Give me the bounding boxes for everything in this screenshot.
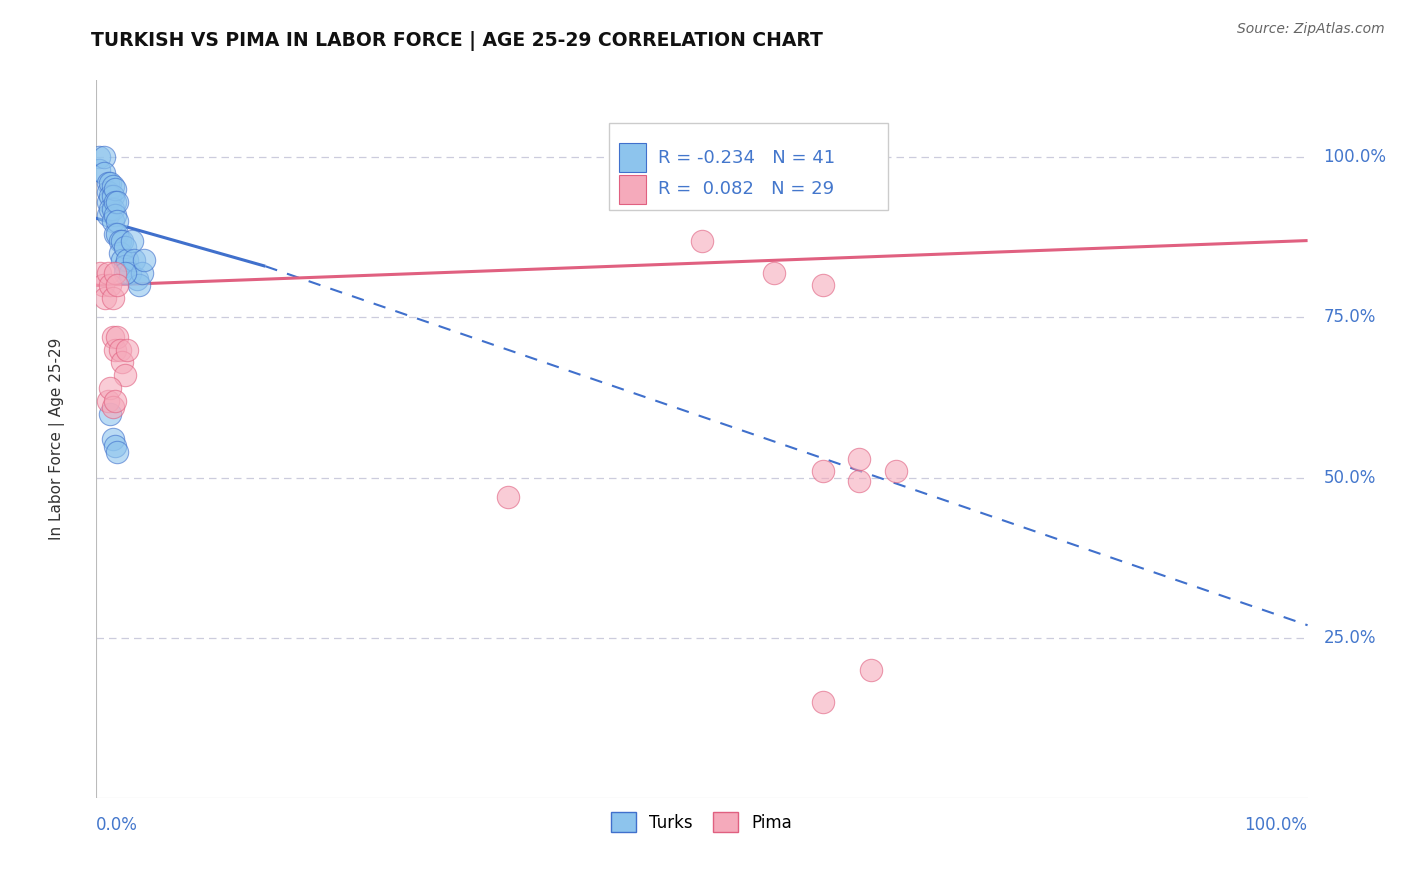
- Point: [848, 451, 870, 466]
- Text: Source: ZipAtlas.com: Source: ZipAtlas.com: [1237, 22, 1385, 37]
- Point: [104, 208, 127, 222]
- Text: 100.0%: 100.0%: [1244, 816, 1308, 834]
- Text: 50.0%: 50.0%: [1323, 469, 1375, 487]
- Point: [98, 202, 121, 216]
- Point: [884, 464, 907, 478]
- Text: 75.0%: 75.0%: [1323, 309, 1375, 326]
- Point: [811, 695, 834, 709]
- Text: In Labor Force | Age 25-29: In Labor Force | Age 25-29: [49, 338, 65, 541]
- Point: [111, 234, 134, 248]
- Point: [108, 246, 131, 260]
- Text: R = -0.234   N = 41: R = -0.234 N = 41: [658, 149, 835, 167]
- Point: [108, 343, 131, 357]
- Point: [811, 464, 834, 478]
- Point: [111, 252, 134, 267]
- Point: [114, 368, 136, 383]
- Point: [848, 474, 870, 488]
- Text: 0.0%: 0.0%: [96, 816, 138, 834]
- Point: [97, 393, 120, 408]
- Point: [496, 490, 519, 504]
- Point: [93, 150, 115, 164]
- Point: [107, 214, 129, 228]
- Point: [94, 291, 117, 305]
- FancyBboxPatch shape: [619, 144, 645, 172]
- Point: [98, 381, 121, 395]
- Point: [101, 188, 124, 202]
- Point: [132, 252, 155, 267]
- Point: [811, 278, 834, 293]
- Point: [93, 166, 115, 180]
- Point: [101, 330, 124, 344]
- Point: [97, 195, 120, 210]
- Text: TURKISH VS PIMA IN LABOR FORCE | AGE 25-29 CORRELATION CHART: TURKISH VS PIMA IN LABOR FORCE | AGE 25-…: [91, 31, 824, 51]
- Point: [101, 291, 124, 305]
- Point: [124, 252, 146, 267]
- Point: [115, 252, 138, 267]
- Point: [121, 234, 143, 248]
- Point: [97, 186, 120, 200]
- Point: [128, 278, 150, 293]
- Point: [97, 266, 120, 280]
- Point: [104, 182, 127, 196]
- Point: [104, 227, 127, 241]
- Point: [101, 401, 124, 415]
- Point: [107, 330, 129, 344]
- Text: 100.0%: 100.0%: [1323, 148, 1386, 166]
- Point: [104, 393, 127, 408]
- Point: [104, 439, 127, 453]
- Point: [89, 266, 111, 280]
- Point: [97, 176, 120, 190]
- Point: [107, 445, 129, 459]
- Point: [91, 278, 114, 293]
- Point: [107, 278, 129, 293]
- Point: [118, 266, 141, 280]
- Point: [107, 227, 129, 241]
- Point: [131, 266, 153, 280]
- Point: [104, 195, 127, 210]
- Point: [114, 266, 136, 280]
- Point: [115, 343, 138, 357]
- Point: [101, 179, 124, 194]
- Point: [98, 278, 121, 293]
- Point: [97, 208, 120, 222]
- FancyBboxPatch shape: [619, 175, 645, 203]
- Point: [763, 266, 786, 280]
- Point: [125, 272, 148, 286]
- Point: [114, 240, 136, 254]
- Point: [104, 343, 127, 357]
- Point: [98, 407, 121, 421]
- Point: [111, 355, 134, 369]
- Point: [89, 150, 111, 164]
- Point: [690, 234, 713, 248]
- Point: [108, 234, 131, 248]
- Point: [114, 259, 136, 273]
- Point: [101, 433, 124, 447]
- Text: R =  0.082   N = 29: R = 0.082 N = 29: [658, 180, 834, 198]
- Point: [860, 663, 883, 677]
- Point: [89, 163, 111, 178]
- Text: 25.0%: 25.0%: [1323, 629, 1376, 647]
- Point: [101, 214, 124, 228]
- FancyBboxPatch shape: [609, 123, 889, 210]
- Point: [101, 202, 124, 216]
- Legend: Turks, Pima: Turks, Pima: [605, 805, 799, 838]
- Point: [107, 195, 129, 210]
- Point: [98, 188, 121, 202]
- Point: [98, 176, 121, 190]
- Point: [104, 266, 127, 280]
